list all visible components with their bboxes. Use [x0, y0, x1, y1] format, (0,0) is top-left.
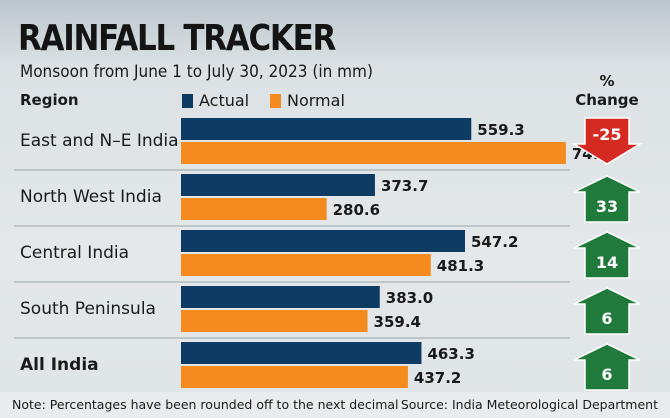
data-label-actual: 547.2 — [471, 233, 518, 251]
category-label: North West India — [20, 187, 162, 207]
data-label-actual: 559.3 — [477, 121, 524, 139]
bar-actual — [181, 118, 472, 140]
legend-actual: Actual — [182, 91, 249, 110]
footer: Note: Percentages have been rounded off … — [0, 392, 670, 418]
category-label: East and N–E India — [20, 131, 179, 151]
data-label-actual: 373.7 — [381, 177, 428, 195]
bar-actual — [181, 230, 465, 252]
chart-title: RAINFALL TRACKER — [18, 18, 336, 59]
percent-change-label: 14 — [596, 253, 618, 272]
footer-note: Note: Percentages have been rounded off … — [12, 397, 399, 412]
data-label-actual: 383.0 — [386, 289, 433, 307]
change-header-percent: % — [599, 72, 615, 90]
increase-arrow-icon — [573, 175, 641, 223]
decrease-arrow-icon — [571, 117, 643, 165]
legend-actual-swatch — [182, 93, 193, 108]
legend-normal-label: Normal — [287, 91, 345, 110]
data-label-normal: 359.4 — [374, 313, 421, 331]
increase-arrow-icon — [573, 343, 641, 391]
bar-actual — [181, 342, 422, 364]
percent-change-label: 33 — [596, 197, 618, 216]
percent-change-label: 6 — [601, 365, 612, 384]
category-label: Central India — [20, 243, 129, 263]
data-label-normal: 280.6 — [333, 201, 380, 219]
bar-actual — [181, 174, 375, 196]
bar-normal — [181, 142, 566, 164]
bar-actual — [181, 286, 380, 308]
bar-normal — [181, 198, 327, 220]
legend-normal-swatch — [270, 93, 281, 108]
increase-arrow-icon — [573, 287, 641, 335]
change-header-word: Change — [575, 91, 639, 109]
percent-change-label: 6 — [601, 309, 612, 328]
region-column-header: Region — [20, 91, 79, 109]
change-column-header: % Change — [575, 72, 639, 110]
data-label-actual: 463.3 — [427, 345, 474, 363]
footer-source: Source: India Meteorological Department — [400, 397, 658, 412]
data-label-normal: 481.3 — [437, 257, 484, 275]
category-label: South Peninsula — [20, 299, 156, 319]
data-label-normal: 437.2 — [414, 369, 461, 387]
increase-arrow-icon — [573, 231, 641, 279]
percent-change-label: -25 — [593, 125, 622, 144]
bar-normal — [181, 254, 431, 276]
chart-subtitle: Monsoon from June 1 to July 30, 2023 (in… — [20, 62, 373, 82]
bar-normal — [181, 310, 368, 332]
legend-actual-label: Actual — [199, 91, 250, 110]
category-label: All India — [20, 355, 99, 375]
legend-normal: Normal — [270, 91, 345, 110]
bar-normal — [181, 366, 408, 388]
